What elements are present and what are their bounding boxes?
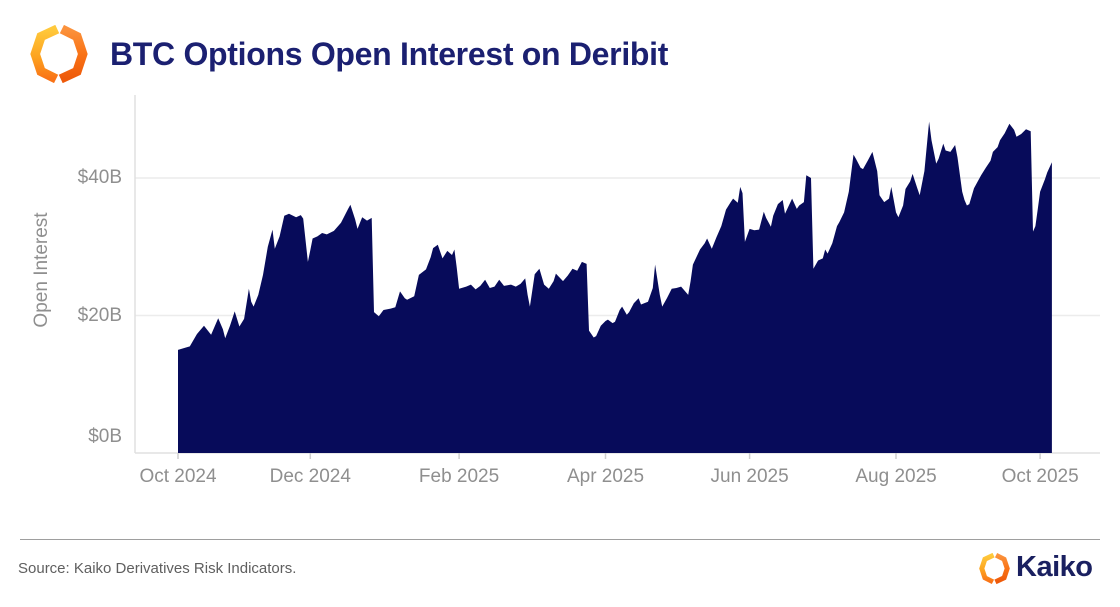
kaiko-logo-icon (30, 25, 88, 83)
x-tick-label: Apr 2025 (566, 466, 645, 487)
source-note: Source: Kaiko Derivatives Risk Indicator… (18, 560, 297, 577)
chart-plot-area: Open Interest Oct 2024 Dec 2024 Feb 2025 Ap… (31, 95, 1100, 487)
y-tick-label: $0B (88, 426, 122, 447)
footer-divider (20, 539, 1100, 540)
x-tick-label: Oct 2025 (1001, 466, 1079, 487)
kaiko-wordmark: Kaiko (1016, 551, 1093, 583)
kaiko-footer-logo-icon (979, 552, 1010, 585)
x-tick-label: Feb 2025 (418, 466, 500, 487)
x-tick-label: Aug 2025 (855, 466, 937, 487)
x-tick-label: Dec 2024 (269, 466, 351, 487)
open-interest-area-chart (134, 95, 1100, 459)
y-tick-label: $20B (77, 304, 122, 326)
y-tick-label: $40B (77, 167, 122, 188)
chart-title: BTC Options Open Interest on Deribit (110, 36, 669, 72)
x-tick-label: Jun 2025 (710, 466, 789, 487)
x-tick-label: Oct 2024 (139, 466, 217, 487)
